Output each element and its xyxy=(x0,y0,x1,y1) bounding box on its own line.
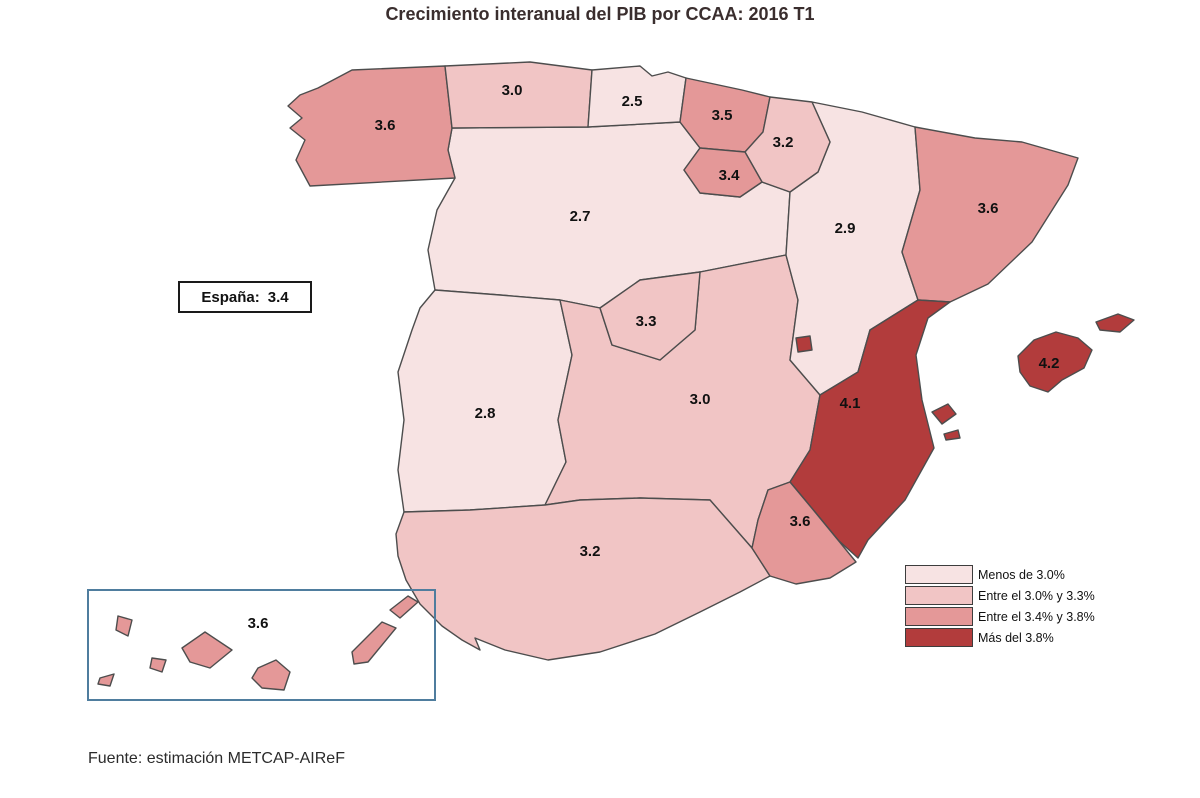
region-murcia xyxy=(751,481,857,585)
region-navarra xyxy=(744,96,831,193)
region-islas-baleares xyxy=(931,313,1135,441)
value-label-galicia: 3.6 xyxy=(375,117,396,134)
canarias-inset-box xyxy=(87,589,436,701)
value-label-cantabria: 2.5 xyxy=(622,93,643,110)
page-title: Crecimiento interanual del PIB por CCAA:… xyxy=(385,4,815,24)
region-cataluna xyxy=(901,126,1079,303)
national-value-label: España: xyxy=(201,288,260,306)
value-label-navarra: 3.2 xyxy=(773,134,794,151)
legend-row: Entre el 3.4% y 3.8% xyxy=(905,607,1095,626)
region-galicia xyxy=(287,65,456,187)
region-canarias xyxy=(97,595,419,691)
legend-row: Entre el 3.0% y 3.3% xyxy=(905,586,1095,605)
legend-row: Más del 3.8% xyxy=(905,628,1095,647)
legend: Menos de 3.0% Entre el 3.0% y 3.3% Entre… xyxy=(905,565,1095,647)
value-label-aragon: 2.9 xyxy=(835,220,856,237)
legend-swatch xyxy=(905,565,973,584)
value-label-pais-vasco: 3.5 xyxy=(712,107,733,124)
value-label-islas-baleares: 4.2 xyxy=(1039,355,1060,372)
region-madrid xyxy=(599,271,701,361)
value-label-andalucia: 3.2 xyxy=(580,543,601,560)
value-label-extremadura: 2.8 xyxy=(475,405,496,422)
value-label-asturias: 3.0 xyxy=(502,82,523,99)
value-label-comunidad-valenciana: 4.1 xyxy=(840,395,861,412)
region-andalucia xyxy=(395,497,771,661)
legend-row: Menos de 3.0% xyxy=(905,565,1095,584)
region-extremadura xyxy=(397,289,573,513)
national-value: 3.4 xyxy=(267,288,289,306)
legend-swatch xyxy=(905,586,973,605)
national-value-box: España: 3.4 xyxy=(178,281,312,313)
legend-label: Entre el 3.0% y 3.3% xyxy=(978,588,1095,603)
legend-swatch xyxy=(905,628,973,647)
legend-swatch xyxy=(905,607,973,626)
value-label-madrid: 3.3 xyxy=(636,313,657,330)
value-label-castilla-y-leon: 2.7 xyxy=(570,208,591,225)
value-label-cataluna: 3.6 xyxy=(978,200,999,217)
legend-label: Más del 3.8% xyxy=(978,630,1054,645)
value-label-murcia: 3.6 xyxy=(790,513,811,530)
legend-label: Entre el 3.4% y 3.8% xyxy=(978,609,1095,624)
value-label-la-rioja: 3.4 xyxy=(719,167,741,184)
region-la-rioja xyxy=(683,147,763,198)
source-note: Fuente: estimación METCAP-AIReF xyxy=(88,750,345,767)
region-comunidad-valenciana xyxy=(789,299,951,559)
value-label-castilla-la-mancha: 3.0 xyxy=(690,391,711,408)
value-label-canarias: 3.6 xyxy=(248,615,269,632)
legend-label: Menos de 3.0% xyxy=(978,567,1065,582)
region-cantabria xyxy=(587,65,687,128)
